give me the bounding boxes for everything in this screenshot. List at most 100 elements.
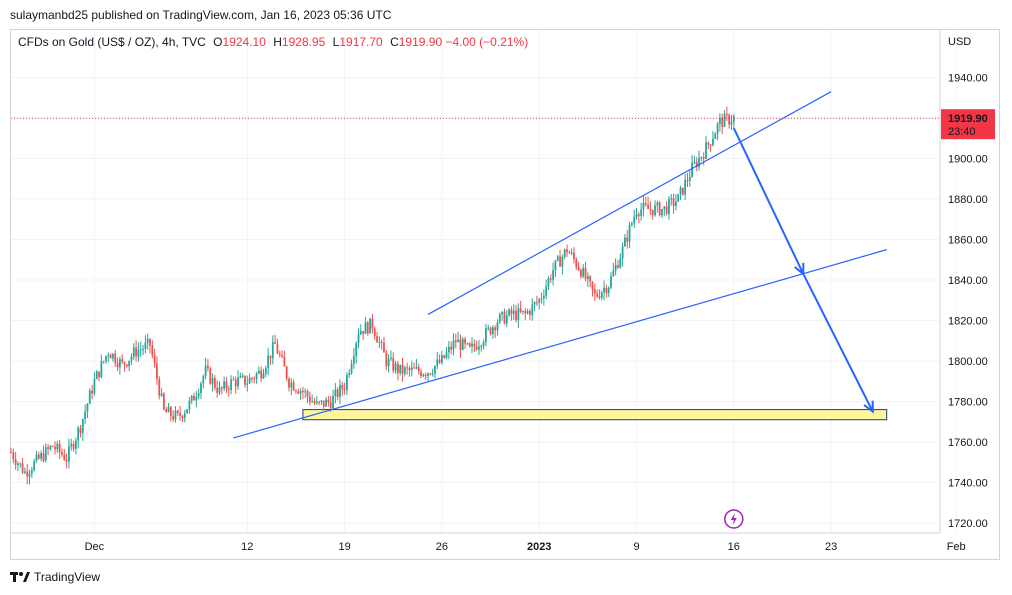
upper-trendline[interactable] <box>427 91 832 315</box>
candle-body-248 <box>584 267 587 279</box>
candle-body-97 <box>234 379 237 387</box>
candle-body-292 <box>686 179 689 181</box>
candle-body-65 <box>160 393 163 396</box>
candle-body-263 <box>619 258 622 268</box>
candle-body-132 <box>315 401 318 404</box>
candle-body-67 <box>165 409 168 413</box>
candle-body-247 <box>582 267 585 277</box>
candle-body-249 <box>586 276 589 279</box>
candle-body-273 <box>642 202 645 210</box>
candle-body-195 <box>461 338 464 350</box>
candle-body-265 <box>624 237 626 247</box>
candle-body-222 <box>524 310 527 314</box>
candle-body-250 <box>589 276 592 282</box>
candle-body-188 <box>445 352 448 358</box>
candle-body-27 <box>72 443 75 449</box>
projection-arrow-segment-0[interactable] <box>732 127 805 275</box>
candle-body-272 <box>640 209 643 216</box>
candle-body-126 <box>302 390 304 392</box>
candle-body-201 <box>475 346 478 350</box>
candle-body-258 <box>607 287 610 294</box>
candle-body-266 <box>626 237 629 242</box>
candle-body-135 <box>322 400 325 407</box>
price-tick-label-1: 1740.00 <box>948 478 988 490</box>
time-axis[interactable]: Dec 12 19 26 2023 9 16 23 Feb <box>11 532 966 553</box>
candle-body-179 <box>424 374 427 376</box>
support-zone <box>302 409 888 421</box>
candle-body-28 <box>74 440 77 449</box>
candle-body-50 <box>125 364 128 367</box>
time-tick-label-0: Dec <box>85 541 105 553</box>
candle-body-178 <box>422 374 425 377</box>
candle-body-149 <box>355 343 358 356</box>
candle-body-13 <box>40 453 43 459</box>
event-marker[interactable] <box>724 509 744 529</box>
candle-body-61 <box>151 345 154 356</box>
candle-body-236 <box>556 256 559 261</box>
candle-body-310 <box>728 114 731 125</box>
candle-body-134 <box>320 400 323 402</box>
lower-trendline[interactable] <box>233 249 887 439</box>
candle-body-137 <box>327 399 330 403</box>
candle-body-245 <box>577 266 580 270</box>
candle-body-295 <box>693 161 696 163</box>
candle-body-311 <box>730 122 733 125</box>
candle-body-204 <box>482 342 485 347</box>
candle-body-168 <box>399 364 402 373</box>
legend-low-label: L <box>332 35 340 49</box>
candle-body-19 <box>54 446 56 450</box>
candle-body-82 <box>200 383 202 393</box>
candle-body-301 <box>707 142 710 145</box>
last-price-tag[interactable] <box>941 109 995 140</box>
candle-body-85 <box>207 365 209 369</box>
candle-body-291 <box>684 179 687 195</box>
candle-body-182 <box>431 373 434 375</box>
candle-body-254 <box>598 296 601 298</box>
candle-body-118 <box>283 356 286 367</box>
price-tick-label-9: 1900.00 <box>948 154 988 166</box>
candle-body-111 <box>267 355 270 369</box>
candle-body-56 <box>139 349 142 351</box>
candle-body-44 <box>112 353 114 359</box>
candle-body-308 <box>723 113 726 127</box>
candle-body-223 <box>526 311 529 314</box>
candle-body-9 <box>30 470 33 474</box>
price-tick-label-5: 1820.00 <box>948 316 988 328</box>
candle-body-221 <box>522 310 524 312</box>
time-tick-label-6: 16 <box>728 541 740 553</box>
footer-brand[interactable]: TradingView <box>10 570 100 584</box>
time-tick-label-3: 26 <box>436 541 448 553</box>
candle-body-150 <box>357 334 360 344</box>
candle-body-25 <box>68 446 70 462</box>
candle-body-80 <box>195 396 198 401</box>
projection-arrow-segment-1[interactable] <box>802 273 874 413</box>
candle-body-8 <box>28 473 31 477</box>
candle-body-191 <box>452 340 455 350</box>
candle-body-106 <box>255 373 258 379</box>
candle-body-269 <box>633 216 636 224</box>
candle-body-167 <box>396 363 399 373</box>
price-tick-label-0: 1720.00 <box>948 518 988 530</box>
projection-arrows[interactable] <box>732 127 874 414</box>
candle-body-112 <box>269 355 272 359</box>
candle-body-259 <box>610 276 612 288</box>
candle-body-183 <box>434 365 436 374</box>
support-zone-rect[interactable] <box>302 409 888 421</box>
trendlines[interactable] <box>11 91 940 439</box>
candle-body-309 <box>725 113 728 115</box>
candle-series <box>10 106 735 485</box>
candle-body-210 <box>496 322 499 331</box>
candle-body-306 <box>719 117 721 124</box>
candle-body-290 <box>681 187 684 195</box>
candle-body-214 <box>505 315 508 324</box>
candle-body-3 <box>17 463 19 465</box>
candle-body-133 <box>318 401 321 403</box>
candle-body-145 <box>346 374 348 390</box>
candle-body-225 <box>531 304 534 315</box>
price-axis[interactable]: USD 1720.00 1740.00 1760.00 1780.00 1800.00 18… <box>939 30 995 533</box>
candle-body-110 <box>264 368 267 374</box>
candle-body-91 <box>220 387 223 389</box>
candle-body-276 <box>649 208 652 210</box>
candle-body-120 <box>288 378 290 388</box>
